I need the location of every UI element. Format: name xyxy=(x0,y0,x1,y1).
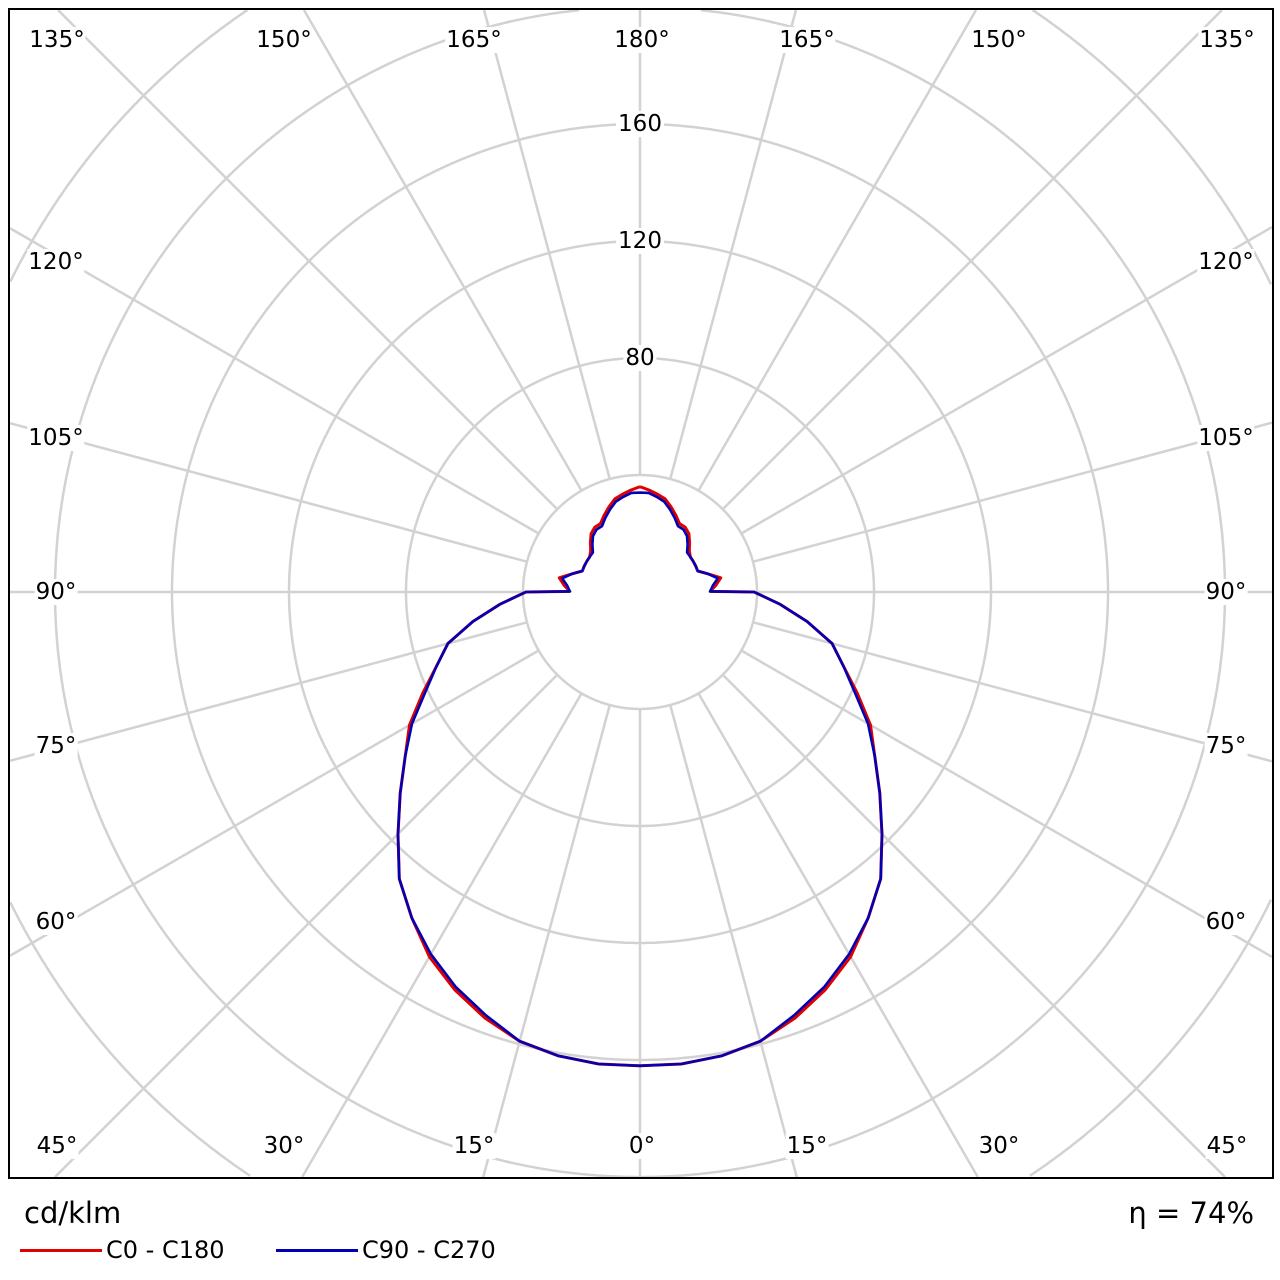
grid-radial-line xyxy=(482,10,611,480)
radial-tick-label: 120 xyxy=(616,228,664,254)
legend-label: C0 - C180 xyxy=(106,1236,225,1264)
angle-label: 45° xyxy=(35,1133,79,1159)
grid-radial-line xyxy=(10,421,528,563)
legend-swatch-red xyxy=(20,1248,102,1252)
angle-label: 150° xyxy=(255,27,313,53)
angle-label: 45° xyxy=(1205,1133,1249,1159)
polar-plot xyxy=(10,10,1272,1177)
angle-label: 90° xyxy=(1204,579,1248,605)
efficiency-label: η = 74% xyxy=(1128,1196,1254,1230)
grid-radial-line xyxy=(697,10,978,492)
grid-radial-line xyxy=(697,692,979,1177)
angle-label: 165° xyxy=(778,27,836,53)
legend-label: C90 - C270 xyxy=(362,1236,496,1264)
angle-label: 165° xyxy=(445,27,503,53)
angle-label: 75° xyxy=(1204,733,1248,759)
angle-label: 15° xyxy=(452,1133,496,1159)
grid-radial-line xyxy=(669,704,798,1177)
unit-label: cd/klm xyxy=(24,1196,122,1230)
angle-label: 120° xyxy=(1197,249,1255,275)
angle-label: 30° xyxy=(262,1133,306,1159)
grid-radial-line xyxy=(721,673,1226,1177)
grid-radial-line xyxy=(10,227,540,535)
grid-radial-line xyxy=(740,226,1272,535)
grid-radial-line xyxy=(740,649,1272,958)
grid-ring xyxy=(10,10,1272,1177)
angle-label: 105° xyxy=(1197,425,1255,451)
grid-radial-line xyxy=(10,649,540,957)
polar-chart-frame: 135° 150° 165° 180° 165° 150° 135° 45° 30° 15° 0° 1… xyxy=(8,8,1274,1179)
grid-ring xyxy=(404,356,876,828)
angle-label: 135° xyxy=(1198,27,1256,53)
legend-swatch-blue xyxy=(276,1248,358,1252)
grid-radial-line xyxy=(301,692,583,1177)
angle-label: 105° xyxy=(27,425,85,451)
grid-radial-line xyxy=(10,621,528,763)
legend-item-c0-c180: C0 - C180 xyxy=(20,1236,225,1264)
angle-label: 30° xyxy=(977,1133,1021,1159)
angle-label: 15° xyxy=(785,1133,829,1159)
angle-label: 60° xyxy=(34,909,78,935)
legend-item-c90-c270: C90 - C270 xyxy=(276,1236,496,1264)
grid-radial-line xyxy=(752,621,1272,763)
grid-radial-line xyxy=(669,10,798,480)
radial-tick-label: 80 xyxy=(623,345,657,371)
angle-label: 0° xyxy=(627,1133,657,1159)
angle-label: 120° xyxy=(27,249,85,275)
grid-ring xyxy=(287,239,993,945)
angle-label: 60° xyxy=(1204,909,1248,935)
grid-radial-line xyxy=(302,10,583,492)
angle-label: 135° xyxy=(28,27,86,53)
grid-radial-line xyxy=(721,10,1223,511)
angle-label: 90° xyxy=(34,579,78,605)
angle-label: 150° xyxy=(970,27,1028,53)
grid-radial-line xyxy=(57,10,559,511)
angle-label: 180° xyxy=(613,27,671,53)
angle-label: 75° xyxy=(34,733,78,759)
grid-radial-line xyxy=(752,421,1272,563)
radial-tick-label: 160 xyxy=(616,111,664,137)
grid-radial-line xyxy=(54,673,559,1177)
grid-radial-line xyxy=(482,704,611,1177)
series-curve-c90-c270 xyxy=(396,491,884,1068)
grid-ring xyxy=(170,122,1110,1062)
